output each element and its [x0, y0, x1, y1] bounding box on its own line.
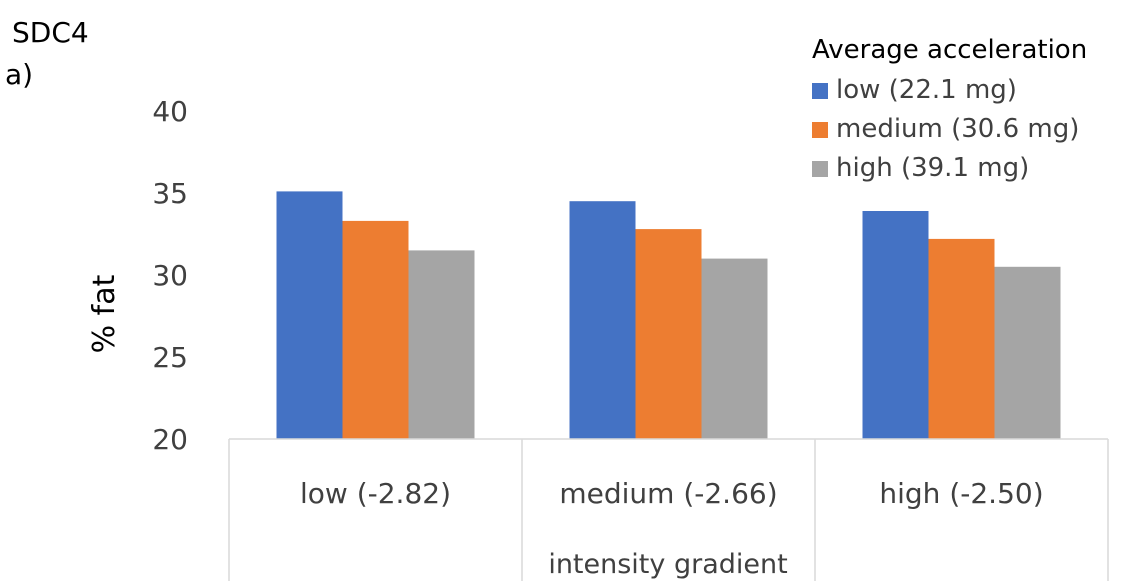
- legend-swatch: [812, 83, 828, 99]
- x-axis-label: intensity gradient: [548, 549, 787, 580]
- bar: [342, 220, 409, 439]
- legend-swatch: [812, 122, 828, 138]
- figure-id: SDC4: [12, 16, 89, 49]
- x-tick-label: low (-2.82): [300, 477, 451, 510]
- y-tick-label: 30: [152, 259, 188, 292]
- y-tick-label: 20: [152, 423, 188, 456]
- legend-entry: low (22.1 mg): [836, 75, 1017, 105]
- y-tick-label: 40: [152, 95, 188, 128]
- y-tick-label: 35: [152, 177, 188, 210]
- panel-label: a): [5, 58, 33, 91]
- bar: [569, 201, 636, 439]
- x-tick-label: high (-2.50): [879, 477, 1043, 510]
- bars-group: [276, 191, 1061, 439]
- legend: Average acceleration low (22.1 mg) medium…: [812, 35, 1087, 183]
- bar: [276, 191, 343, 439]
- bar: [928, 238, 995, 439]
- legend-entry: high (39.1 mg): [836, 153, 1029, 183]
- x-axis: low (-2.82) medium (-2.66) high (-2.50): [228, 438, 1109, 581]
- legend-title: Average acceleration: [812, 35, 1087, 65]
- bar: [701, 258, 768, 439]
- y-tick-label: 25: [152, 341, 188, 374]
- legend-swatch: [812, 161, 828, 177]
- bar: [635, 229, 702, 439]
- bar: [994, 266, 1061, 439]
- bar: [408, 250, 475, 439]
- y-axis: 20 25 30 35 40: [152, 95, 188, 456]
- y-axis-label: % fat: [87, 274, 122, 353]
- bar: [862, 211, 929, 439]
- legend-entry: medium (30.6 mg): [836, 114, 1079, 144]
- x-tick-label: medium (-2.66): [559, 477, 777, 510]
